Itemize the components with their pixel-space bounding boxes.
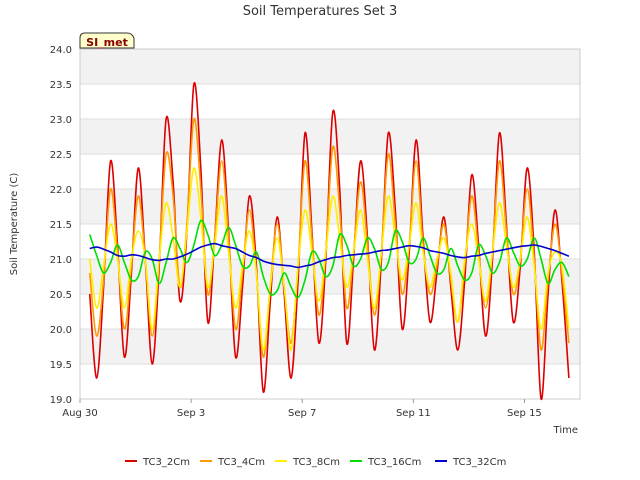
y-tick-label: 20.0 [50, 325, 72, 336]
plot-band [80, 329, 580, 364]
legend-item: TC3_2Cm [125, 457, 190, 468]
site-badge: SI_met [79, 32, 135, 49]
y-tick-label: 24.0 [50, 45, 72, 56]
badge-shape [79, 32, 135, 49]
legend-item: TC3_4Cm [200, 457, 265, 468]
legend-label: TC3_32Cm [452, 457, 506, 468]
plot-band [80, 84, 580, 119]
legend-item: TC3_16Cm [350, 457, 421, 468]
y-tick-label: 19.0 [50, 395, 72, 406]
y-axis-label: Soil Temperature (C) [9, 173, 20, 276]
y-tick-label: 23.0 [50, 115, 72, 126]
x-tick-label: Sep 3 [177, 408, 205, 419]
badge-label: SI_met [86, 36, 128, 49]
plot-band [80, 224, 580, 259]
plot-band [80, 294, 580, 329]
legend-label: TC3_2Cm [142, 457, 190, 468]
series-line-tc3_8cm [88, 167, 570, 351]
x-axis-label: Time [553, 425, 578, 436]
y-tick-label: 22.5 [50, 150, 72, 161]
legend-item: TC3_8Cm [275, 457, 340, 468]
plot-band [80, 49, 580, 84]
x-tick-label: Sep 11 [396, 408, 431, 419]
y-tick-label: 21.0 [50, 255, 72, 266]
legend-label: TC3_4Cm [217, 457, 265, 468]
y-tick-label: 23.5 [50, 80, 72, 91]
x-tick-label: Sep 15 [507, 408, 542, 419]
y-tick-label: 21.5 [50, 220, 72, 231]
y-tick-label: 19.5 [50, 360, 72, 371]
plot-band [80, 259, 580, 294]
y-tick-label: 20.5 [50, 290, 72, 301]
series-lines [88, 81, 570, 400]
chart-title: Soil Temperatures Set 3 [243, 4, 398, 19]
series-line-tc3_16cm [88, 219, 570, 299]
legend-item: TC3_32Cm [435, 457, 506, 468]
plot-frame [79, 48, 581, 400]
series-line-tc3_32cm [89, 242, 570, 269]
x-axis-ticks: Aug 30 Sep 3 Sep 7 Sep 11 Sep 15 [62, 399, 542, 419]
y-tick-label: 22.0 [50, 185, 72, 196]
legend-label: TC3_8Cm [292, 457, 340, 468]
x-tick-label: Aug 30 [62, 408, 97, 419]
legend-label: TC3_16Cm [367, 457, 421, 468]
plot-band [80, 364, 580, 399]
legend: TC3_2Cm TC3_4Cm TC3_8Cm TC3_16Cm TC3_32Cm [125, 457, 506, 468]
x-tick-label: Sep 7 [288, 408, 316, 419]
y-axis-ticks: 19.0 19.5 20.0 20.5 21.0 21.5 22.0 22.5 23.0 23.5… [50, 45, 72, 406]
